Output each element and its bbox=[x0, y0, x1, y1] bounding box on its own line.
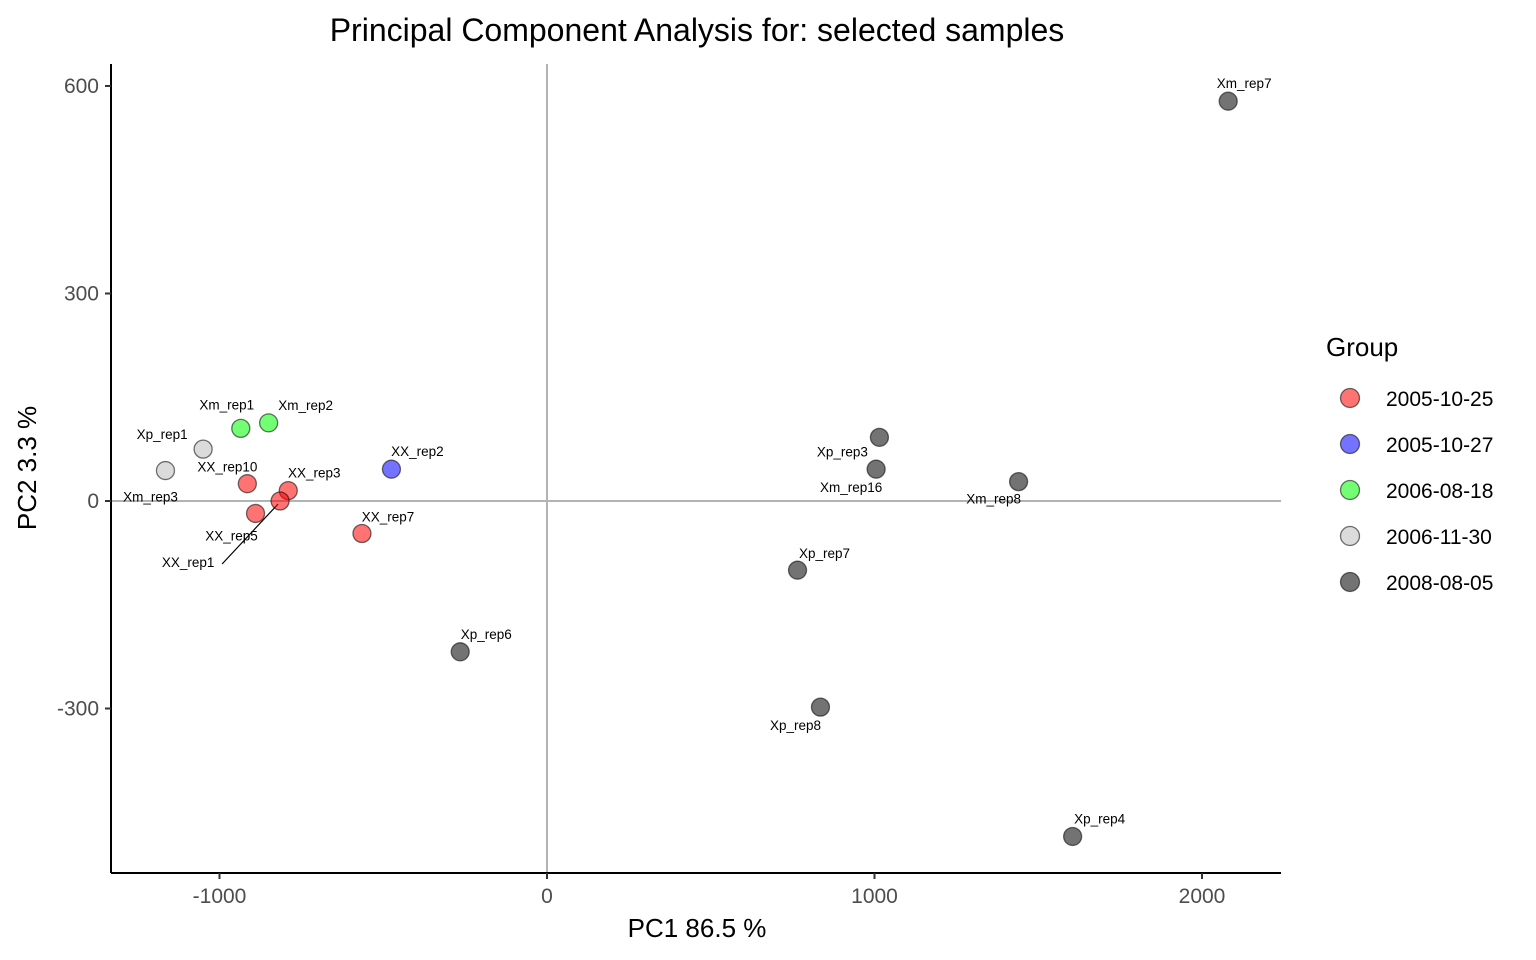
data-point bbox=[866, 459, 886, 479]
data-point bbox=[258, 413, 279, 433]
data-points bbox=[155, 91, 1238, 847]
y-tick-label: 300 bbox=[64, 282, 99, 305]
data-point bbox=[810, 697, 831, 717]
legend-swatch bbox=[1339, 433, 1361, 455]
legend-entry: 2005-10-25 bbox=[1339, 387, 1493, 411]
point-label: Xm_rep3 bbox=[123, 490, 178, 505]
legend-entry: 2006-08-18 bbox=[1339, 479, 1493, 503]
legend-swatch bbox=[1339, 387, 1361, 409]
y-tick-label: 600 bbox=[64, 75, 99, 98]
data-point bbox=[237, 474, 257, 494]
x-axis-title: PC1 86.5 % bbox=[628, 913, 767, 943]
legend: Group 2005-10-25 2005-10-27 2006-08-18 2006… bbox=[1326, 332, 1493, 595]
data-point bbox=[1008, 471, 1029, 492]
data-point bbox=[381, 459, 402, 479]
point-label: Xp_rep6 bbox=[461, 627, 512, 642]
data-point bbox=[869, 427, 890, 448]
point-label: Xm_rep2 bbox=[278, 398, 333, 413]
data-point bbox=[193, 439, 213, 459]
legend-entries: 2005-10-25 2005-10-27 2006-08-18 2006-11-30… bbox=[1339, 387, 1493, 595]
legend-title: Group bbox=[1326, 332, 1398, 362]
y-axis: -300 0 300 600 bbox=[57, 64, 112, 873]
data-point bbox=[450, 642, 470, 662]
point-label: Xm_rep16 bbox=[820, 480, 882, 495]
data-point bbox=[352, 523, 372, 544]
x-tick-label: 1000 bbox=[851, 885, 898, 908]
legend-label: 2005-10-27 bbox=[1386, 434, 1493, 457]
x-tick-label: 2000 bbox=[1179, 885, 1226, 908]
point-label: Xp_rep7 bbox=[799, 546, 850, 561]
data-point bbox=[231, 418, 251, 439]
point-label: Xp_rep8 bbox=[770, 718, 821, 733]
data-point bbox=[787, 560, 808, 580]
legend-label: 2005-10-25 bbox=[1386, 388, 1493, 411]
legend-swatch bbox=[1339, 479, 1361, 501]
point-label: XX_rep10 bbox=[197, 460, 257, 475]
point-label: Xp_rep4 bbox=[1074, 811, 1126, 826]
y-tick-label: 0 bbox=[87, 490, 99, 513]
data-point bbox=[155, 460, 176, 481]
legend-entry: 2008-08-05 bbox=[1339, 571, 1493, 595]
y-tick-label: -300 bbox=[57, 698, 99, 721]
data-point bbox=[245, 503, 266, 524]
point-label: Xp_rep3 bbox=[817, 444, 868, 459]
point-label: Xm_rep7 bbox=[1217, 76, 1272, 91]
legend-label: 2006-08-18 bbox=[1386, 480, 1493, 503]
point-label: XX_rep3 bbox=[288, 466, 341, 481]
legend-label: 2008-08-05 bbox=[1386, 572, 1493, 595]
legend-entry: 2005-10-27 bbox=[1339, 433, 1493, 457]
legend-swatch bbox=[1339, 525, 1361, 547]
legend-entry: 2006-11-30 bbox=[1339, 525, 1492, 549]
chart-title: Principal Component Analysis for: select… bbox=[330, 12, 1065, 48]
leader-line bbox=[221, 503, 279, 565]
data-point bbox=[270, 491, 290, 511]
point-label: XX_rep2 bbox=[391, 444, 444, 459]
point-label: Xp_rep1 bbox=[137, 427, 188, 442]
x-tick-label: -1000 bbox=[193, 885, 247, 908]
point-labels: XX_rep10 XX_rep3 XX_rep5 XX_rep1 XX_rep7 XX_r… bbox=[123, 76, 1272, 826]
point-label: XX_rep1 bbox=[162, 555, 215, 570]
legend-label: 2006-11-30 bbox=[1386, 526, 1492, 549]
point-label: XX_rep7 bbox=[362, 510, 415, 525]
y-axis-title: PC2 3.3 % bbox=[12, 406, 42, 530]
point-label: Xm_rep8 bbox=[966, 492, 1021, 507]
point-label: XX_rep5 bbox=[205, 528, 258, 543]
legend-swatch bbox=[1339, 571, 1361, 593]
x-tick-label: 0 bbox=[541, 885, 553, 908]
x-axis: -1000 0 1000 2000 bbox=[111, 872, 1281, 908]
label-leader-lines bbox=[221, 503, 279, 565]
point-label: Xm_rep1 bbox=[199, 397, 254, 412]
data-point bbox=[1062, 826, 1083, 847]
data-point bbox=[1218, 91, 1238, 111]
